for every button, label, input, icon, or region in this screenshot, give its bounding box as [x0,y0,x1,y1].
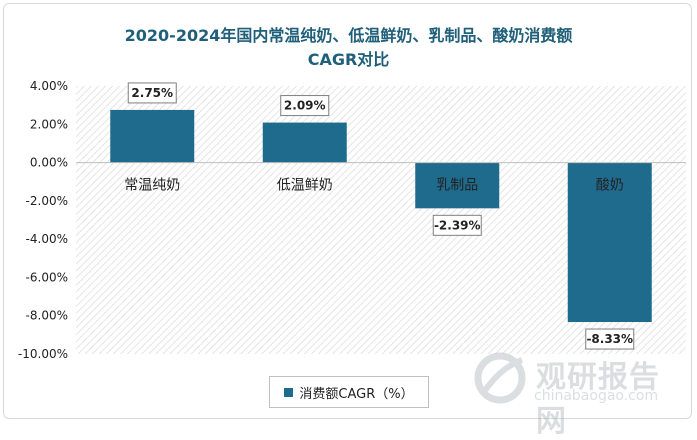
watermark-logo: 观研报告网 chinabaogao.com [470,348,685,439]
y-tick-label: -4.00% [26,232,68,246]
bar-3 [415,162,500,209]
y-tick-label: 4.00% [30,79,68,93]
chart-title-line1: 2020-2024年国内常温纯奶、低温鲜奶、乳制品、酸奶消费额 [124,26,573,45]
category-label: 乳制品 [436,178,478,194]
bar-2 [262,122,347,163]
legend-label: 消费额CAGR（%） [299,386,414,402]
category-label: 低温鲜奶 [277,178,333,194]
category-label: 常温纯奶 [124,178,180,194]
svg-text:-8.33%: -8.33% [586,332,633,346]
chart-title-line2: CAGR对比 [307,50,390,69]
value-label: 2.09% [280,95,330,117]
watermark-cn: 观研报告网 [536,360,660,439]
y-tick-label: -2.00% [26,194,68,208]
y-tick-label: -6.00% [26,270,68,284]
y-tick-label: 0.00% [30,156,68,170]
svg-text:2.75%: 2.75% [131,86,173,100]
svg-text:2.09%: 2.09% [284,99,326,113]
y-tick-label: -10.00% [18,347,68,361]
y-tick-label: 2.00% [30,117,68,131]
legend-swatch [284,387,294,397]
y-tick-label: -8.00% [26,309,68,323]
legend: 消费额CAGR（%） [269,376,429,408]
value-label: -2.39% [432,214,482,236]
watermark-swirl-icon [474,352,526,404]
bar-4 [567,162,652,323]
category-label: 酸奶 [596,178,624,194]
bar-1 [110,109,195,163]
bar-chart: 4.00% 2.00% 0.00% -2.00% -4.00% -6.00% -8.00% -… [18,79,686,361]
svg-text:-2.39%: -2.39% [434,218,481,232]
value-label: 2.75% [127,82,177,104]
watermark-en: chinabaogao.com [534,388,659,404]
value-label: -8.33% [585,328,635,350]
